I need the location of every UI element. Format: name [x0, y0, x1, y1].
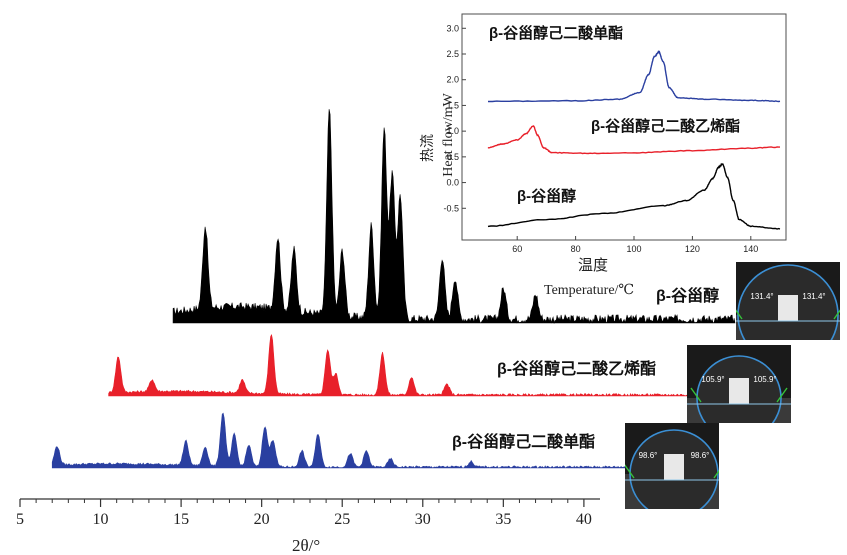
tangent-left [736, 309, 743, 320]
dsc-x-tick-label: 60 [512, 244, 522, 254]
x-tick-label: 25 [334, 511, 350, 528]
x-tick-label: 40 [576, 511, 592, 528]
tangent-right [713, 469, 719, 479]
contact-angle-right: 98.6° [691, 451, 710, 460]
xrd-label-vinyl-adipate: β-谷甾醇己二酸乙烯酯 [497, 359, 656, 378]
dsc-curves [487, 50, 781, 230]
x-tick-label: 10 [93, 511, 109, 528]
x-tick-label: 35 [495, 511, 511, 528]
xrd-label-diacid-monoester: β-谷甾醇己二酸单酯 [452, 432, 595, 451]
tangent-right [833, 309, 840, 320]
dsc-y-tick-label: 0.5 [446, 152, 459, 162]
dsc-curve-3 [487, 162, 781, 230]
dsc-label-diacid-monoester: β-谷甾醇己二酸单酯 [489, 24, 623, 42]
dsc-label-sitosterol: β-谷甾醇 [517, 187, 576, 205]
tangent-left [690, 387, 702, 403]
dsc-y-ticks: -0.5 0.0 0.5 1.0 1.5 2.0 2.5 3.0 [443, 23, 466, 213]
tangent-left [625, 464, 635, 479]
dsc-y-tick-label: 2.0 [446, 75, 459, 85]
droplet-highlight [664, 454, 684, 480]
contact-angle-image-sitosterol: 131.4° 131.4° [736, 262, 840, 340]
contact-angle-image-vinyl-adipate: 105.9° 105.9° [687, 345, 791, 423]
xrd-x-label: 2θ/° [292, 536, 320, 555]
contact-angle-image-diacid-monoester: 98.6° 98.6° [625, 423, 719, 509]
xrd-label-sitosterol: β-谷甾醇 [656, 286, 719, 305]
dsc-x-tick-label: 80 [571, 244, 581, 254]
dsc-y-tick-label: 1.5 [446, 100, 459, 110]
dsc-curve-2 [487, 125, 780, 155]
tangent-right [776, 387, 788, 403]
droplet-highlight [778, 295, 798, 321]
dsc-y-tick-label: 2.5 [446, 49, 459, 59]
contact-angle-left: 131.4° [750, 292, 773, 301]
xrd-series-3 [51, 412, 631, 469]
xrd-series-1 [172, 109, 736, 325]
dsc-curve-1 [488, 50, 781, 103]
xrd-x-ticks: 5 10 15 20 25 30 35 40 [16, 499, 592, 528]
dsc-x-tick-label: 120 [685, 244, 700, 254]
dsc-x-tick-label: 140 [743, 244, 758, 254]
contact-angle-right: 105.9° [753, 375, 776, 384]
dsc-y-tick-label: 3.0 [446, 23, 459, 33]
dsc-label-vinyl-adipate: β-谷甾醇己二酸乙烯酯 [591, 117, 740, 135]
dsc-x-label-en: Temperature/℃ [544, 283, 634, 298]
x-tick-label: 15 [173, 511, 189, 528]
dsc-y-label-cn: 热流 [420, 134, 436, 162]
dsc-y-tick-label: 0.0 [446, 178, 459, 188]
contact-angle-left: 105.9° [701, 375, 724, 384]
contact-angle-right: 131.4° [802, 292, 825, 301]
dsc-inset: -0.50.00.51.01.52.02.53.0 60 80 100 120 140 … [420, 13, 787, 298]
contact-angle-left: 98.6° [639, 451, 658, 460]
dsc-x-tick-label: 100 [626, 244, 641, 254]
xrd-series-2 [108, 333, 691, 397]
xrd-patterns [51, 109, 736, 469]
dsc-x-ticks: 60 80 100 120 140 [512, 236, 758, 254]
dsc-y-tick-label: -0.5 [443, 203, 459, 213]
x-tick-label: 30 [415, 511, 431, 528]
dsc-x-label-cn: 温度 [578, 257, 608, 274]
dsc-y-tick-label: 1.0 [446, 126, 459, 136]
x-tick-label: 20 [254, 511, 270, 528]
dsc-y-label-en: Heat flow/mW [441, 92, 456, 176]
droplet-highlight [729, 378, 749, 404]
x-tick-label: 5 [16, 511, 24, 528]
